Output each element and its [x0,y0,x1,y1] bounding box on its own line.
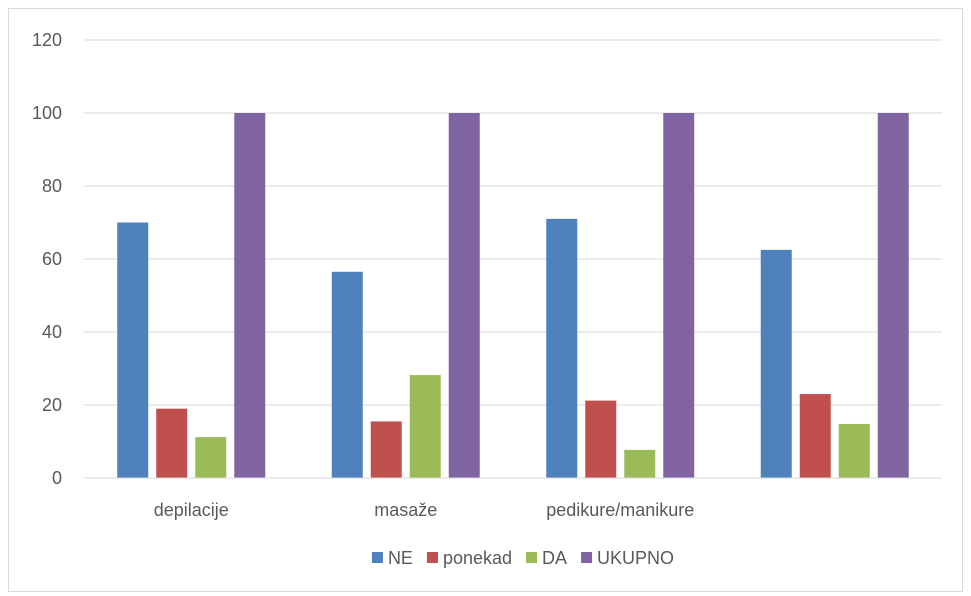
y-tick-label: 80 [42,176,62,196]
legend-label-ponekad: ponekad [443,548,512,568]
x-category-label: masaže [374,500,437,520]
x-category-label: pedikure/manikure [546,500,694,520]
y-tick-label: 0 [52,468,62,488]
bar-da-0 [195,437,227,478]
bars [117,113,909,478]
bar-ukupno-1 [448,113,480,478]
bar-ne-0 [117,222,149,478]
y-axis: 0 20 40 60 80 100 120 [32,30,62,488]
legend-label-ukupno: UKUPNO [597,548,674,568]
legend-swatch-ponekad [426,552,438,563]
bar-da-3 [838,423,870,478]
bar-ukupno-3 [877,113,909,478]
x-axis: depilacije masaže pedikure/manikure [84,477,942,520]
bar-da-1 [409,375,441,478]
legend-swatch-da [526,552,538,563]
y-tick-label: 60 [42,249,62,269]
y-tick-label: 40 [42,322,62,342]
y-tick-label: 100 [32,103,62,123]
bar-da-2 [624,449,656,478]
bar-ukupno-2 [663,113,695,478]
legend-label-da: DA [542,548,567,568]
legend-swatch-ukupno [581,552,593,563]
bar-ponekad-1 [370,421,402,478]
x-category-label: depilacije [154,500,229,520]
legend: NE ponekad DA UKUPNO [371,548,674,568]
legend-swatch-ne [371,552,383,563]
bar-ne-2 [546,218,578,478]
bar-ne-1 [331,271,363,478]
bar-ukupno-0 [234,113,266,478]
y-tick-label: 20 [42,395,62,415]
y-tick-label: 120 [32,30,62,50]
bar-ponekad-0 [156,408,188,478]
chart-frame [8,8,963,592]
bar-ponekad-3 [799,394,831,478]
legend-label-ne: NE [388,548,413,568]
bar-ne-3 [760,249,792,478]
bar-ponekad-2 [585,400,617,478]
